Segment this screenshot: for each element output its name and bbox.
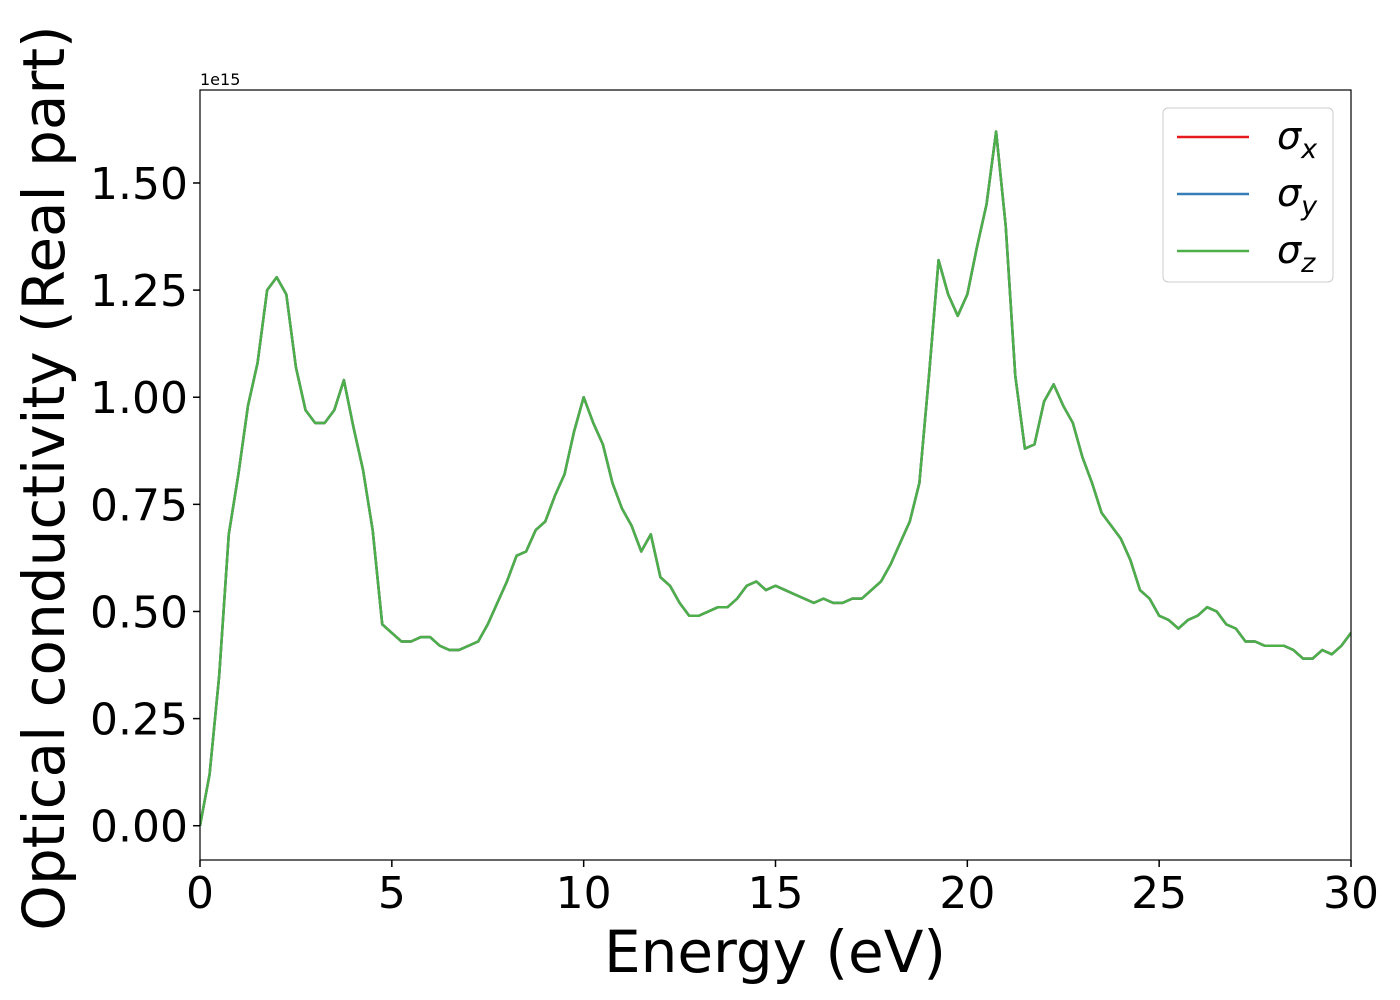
x-axis-label: Energy (eV) xyxy=(604,918,946,986)
y-axis-label: Optical conductivity (Real part) xyxy=(10,25,78,930)
plot-frame xyxy=(199,89,1352,861)
y-tick-label: 0.75 xyxy=(90,480,188,531)
x-tick-label: 10 xyxy=(556,868,612,919)
y-tick-label: 0.50 xyxy=(90,587,188,638)
series-line xyxy=(200,130,1351,826)
legend-label: σx xyxy=(1277,114,1318,165)
y-tick-label: 0.00 xyxy=(90,802,188,853)
y-tick-label: 1.25 xyxy=(90,266,188,317)
x-tick-label: 25 xyxy=(1131,868,1187,919)
y-axis-offset: 1e15 xyxy=(200,70,240,89)
x-tick-label: 20 xyxy=(939,868,995,919)
x-tick-label: 15 xyxy=(748,868,804,919)
y-tick-label: 1.50 xyxy=(90,159,188,210)
x-tick-label: 30 xyxy=(1323,868,1379,919)
x-tick-label: 5 xyxy=(378,868,406,919)
legend-label: σz xyxy=(1277,228,1316,279)
x-tick-label: 0 xyxy=(186,868,214,919)
legend-label: σy xyxy=(1277,171,1318,222)
y-tick-label: 0.25 xyxy=(90,695,188,746)
y-tick-label: 1.00 xyxy=(90,373,188,424)
